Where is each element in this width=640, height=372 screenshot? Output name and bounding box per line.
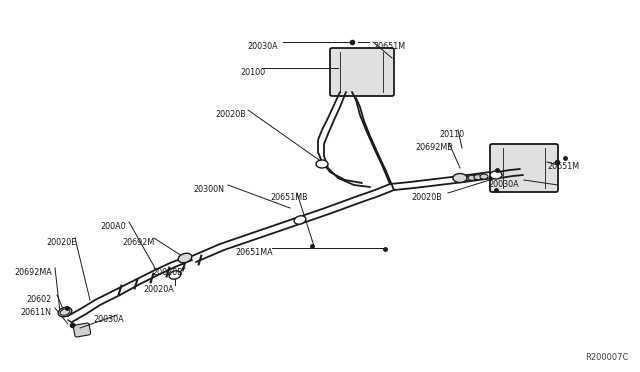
Text: 20100: 20100 xyxy=(240,68,265,77)
Ellipse shape xyxy=(294,216,306,224)
Text: 20030A: 20030A xyxy=(247,42,278,51)
Text: 20020A: 20020A xyxy=(143,285,173,294)
Ellipse shape xyxy=(468,175,476,180)
Text: 20030A: 20030A xyxy=(488,180,518,189)
FancyBboxPatch shape xyxy=(490,144,558,192)
Text: 20020B: 20020B xyxy=(215,110,246,119)
Ellipse shape xyxy=(490,171,502,179)
Text: 20692MB: 20692MB xyxy=(415,143,452,152)
FancyBboxPatch shape xyxy=(74,323,91,337)
Text: 20611N: 20611N xyxy=(20,308,51,317)
Text: 20300N: 20300N xyxy=(193,185,224,194)
Ellipse shape xyxy=(474,175,482,180)
Text: 200A0: 200A0 xyxy=(100,222,125,231)
Text: 20110: 20110 xyxy=(439,130,464,139)
Text: R200007C: R200007C xyxy=(584,353,628,362)
Text: 20030A: 20030A xyxy=(93,315,124,324)
Text: 20692M: 20692M xyxy=(122,238,154,247)
Ellipse shape xyxy=(462,176,470,181)
Ellipse shape xyxy=(316,160,328,168)
Text: 20020E: 20020E xyxy=(46,238,76,247)
FancyBboxPatch shape xyxy=(330,48,394,96)
Ellipse shape xyxy=(480,174,488,179)
Text: 20020B: 20020B xyxy=(152,268,183,277)
Ellipse shape xyxy=(456,176,464,182)
Text: 20651M: 20651M xyxy=(547,162,579,171)
Ellipse shape xyxy=(60,309,70,315)
Text: 20651MA: 20651MA xyxy=(235,248,273,257)
Text: 20651MB: 20651MB xyxy=(270,193,308,202)
Ellipse shape xyxy=(453,173,467,183)
Ellipse shape xyxy=(58,307,72,317)
Text: 20020B: 20020B xyxy=(411,193,442,202)
Ellipse shape xyxy=(169,271,181,279)
Text: 20692MA: 20692MA xyxy=(14,268,52,277)
Text: 20602: 20602 xyxy=(26,295,51,304)
Text: 20651M: 20651M xyxy=(373,42,405,51)
Ellipse shape xyxy=(178,253,192,263)
